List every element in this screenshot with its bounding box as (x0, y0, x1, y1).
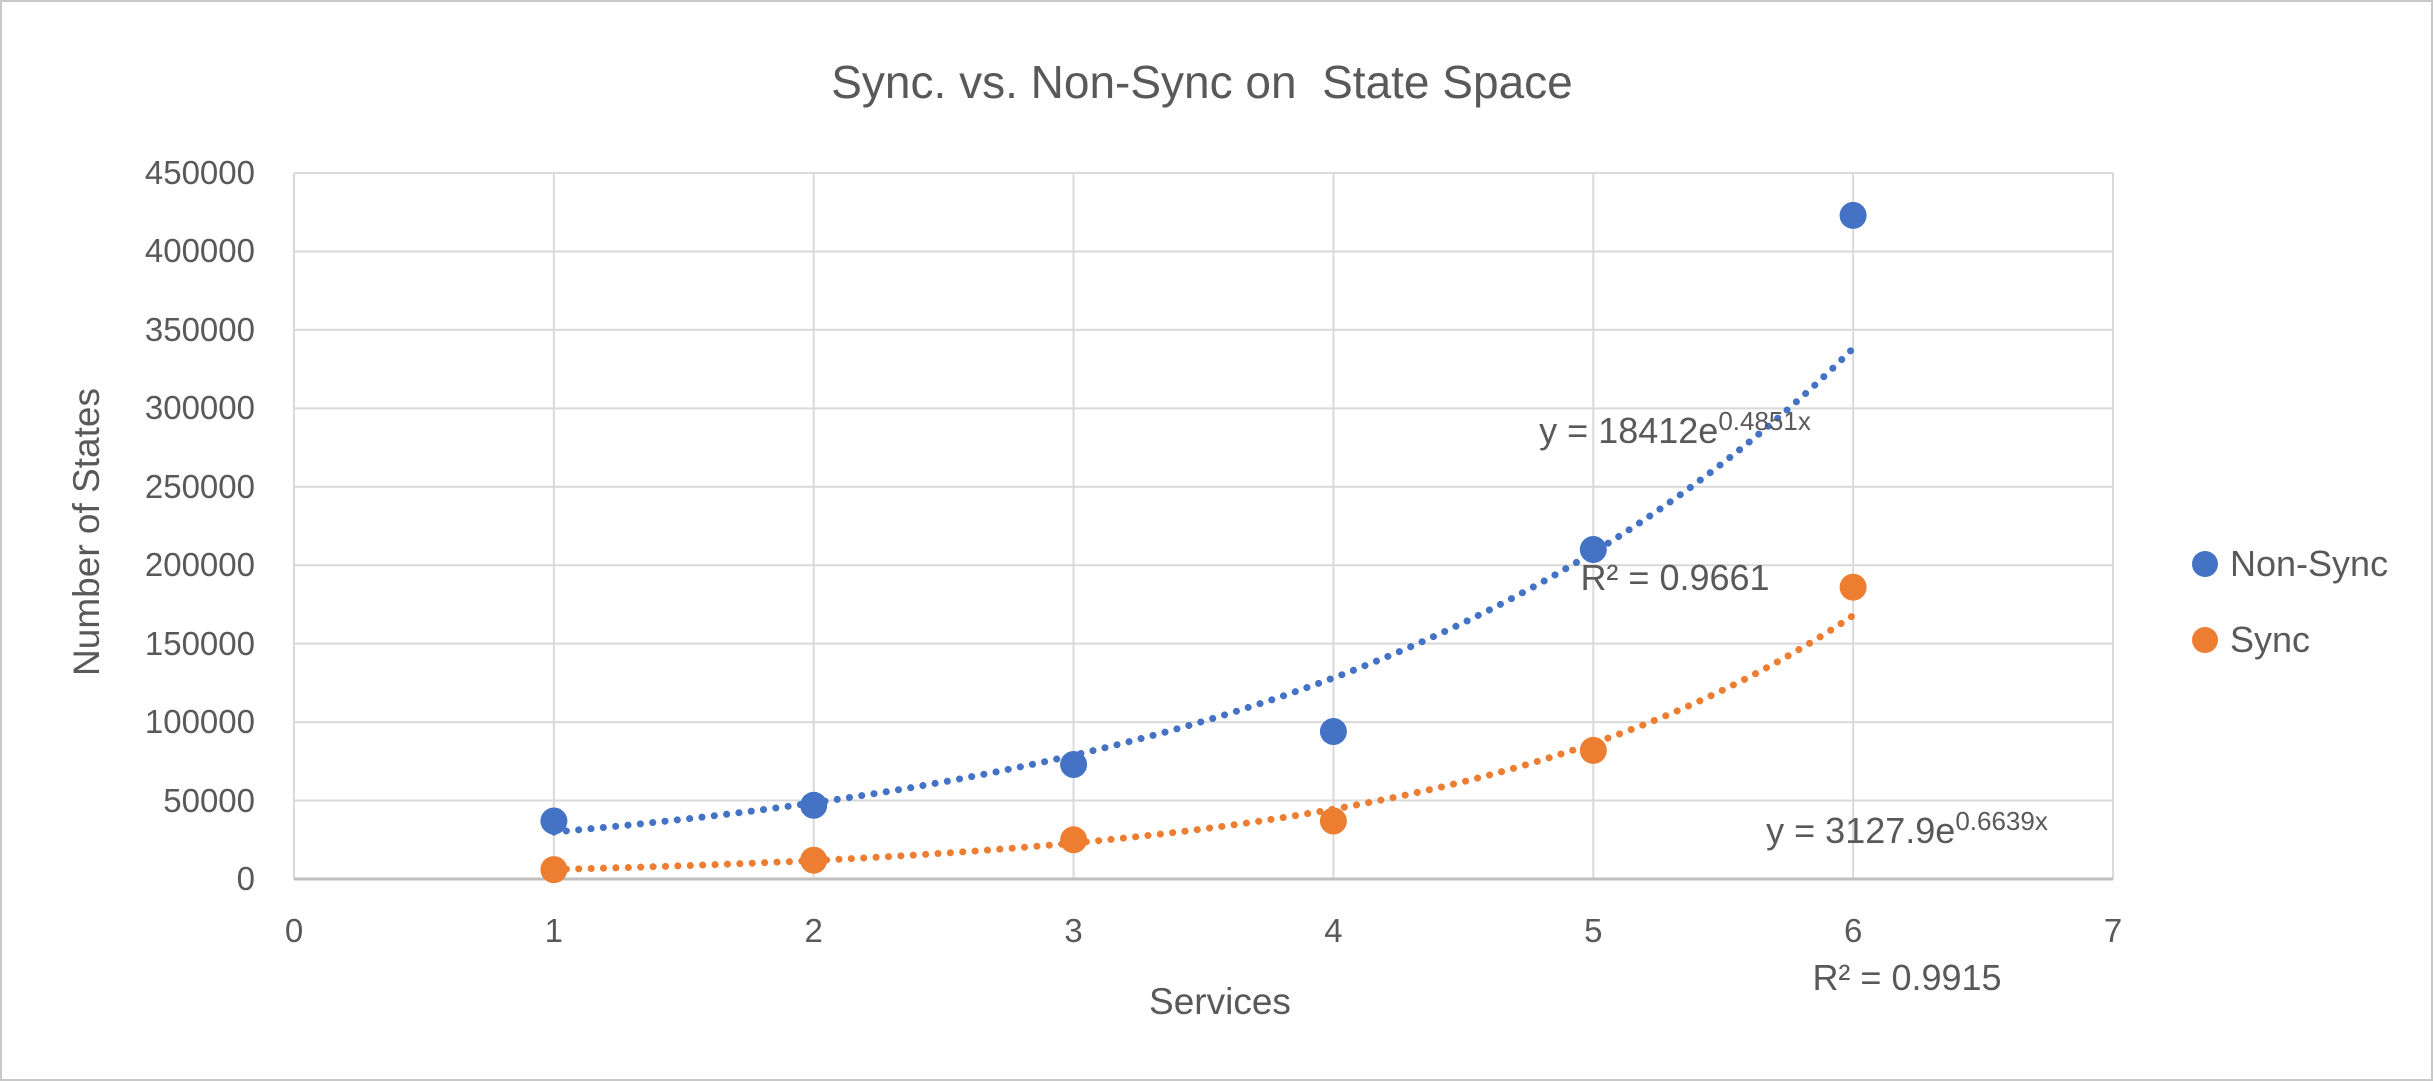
y-tick-label: 50000 (163, 781, 255, 819)
legend-label-sync: Sync (2230, 619, 2311, 660)
data-point-sync (1060, 826, 1088, 854)
legend-marker-circle-icon (2192, 627, 2218, 653)
equation-exponent-text: 0.6639x (1955, 806, 2048, 836)
data-point-sync (1839, 573, 1867, 601)
legend-marker-circle-icon (2192, 551, 2218, 577)
x-tick-label: 6 (1843, 912, 1863, 949)
trendline-label-sync: y = 3127.9e0.6639x R² = 0.9915 (1715, 699, 2099, 1079)
data-point-sync (1579, 736, 1607, 764)
legend-label-non-sync: Non-Sync (2230, 543, 2389, 584)
equation-line: y = 18412e0.4851x (1495, 397, 1855, 455)
y-tick-label: 250000 (144, 467, 255, 505)
legend-item-non-sync: Non-Sync (2192, 543, 2389, 584)
x-tick-label: 1 (544, 912, 564, 949)
y-tick-label: 300000 (144, 389, 255, 427)
equation-base-text: y = 18412e (1539, 410, 1719, 451)
data-point-non-sync (1060, 751, 1088, 778)
r-squared-text: R² = 0.9661 (1580, 557, 1770, 598)
data-point-non-sync (540, 807, 568, 835)
y-tick-label: 0 (236, 860, 255, 897)
x-axis-title: Services (1149, 981, 1291, 1022)
y-tick-label: 200000 (144, 546, 255, 584)
data-point-sync (1319, 807, 1347, 835)
data-point-sync (800, 846, 828, 874)
y-tick-label: 350000 (144, 310, 255, 348)
x-tick-label: 0 (284, 912, 304, 949)
x-tick-label: 3 (1064, 912, 1083, 949)
legend-item-sync: Sync (2192, 619, 2388, 660)
x-tick-label: 4 (1324, 912, 1343, 949)
trendline-label-non-sync: y = 18412e0.4851x R² = 0.9661 (1495, 299, 1855, 700)
data-point-sync (540, 856, 568, 884)
chart-title: Sync. vs. Non-Sync on State Space (831, 56, 1573, 108)
y-tick-label: 400000 (144, 232, 255, 270)
data-point-non-sync (1579, 536, 1607, 563)
y-tick-label: 150000 (144, 624, 255, 662)
x-tick-label: 2 (804, 912, 823, 949)
data-point-non-sync (800, 791, 828, 819)
trendline-non-sync (550, 344, 1857, 836)
y-tick-label: 450000 (144, 154, 255, 191)
r-squared-text: R² = 0.9915 (1812, 957, 2002, 998)
equation-base-text: y = 3127.9e (1766, 810, 1956, 851)
legend: Non-Sync Sync (2192, 543, 2389, 696)
x-tick-label: 5 (1584, 912, 1603, 949)
x-tick-label: 7 (2103, 912, 2123, 949)
data-point-non-sync (1319, 718, 1347, 745)
data-point-non-sync (1839, 201, 1867, 229)
y-tick-label: 100000 (144, 703, 255, 741)
equation-line: y = 3127.9e0.6639x (1715, 797, 2099, 855)
equation-exponent-text: 0.4851x (1718, 406, 1811, 436)
